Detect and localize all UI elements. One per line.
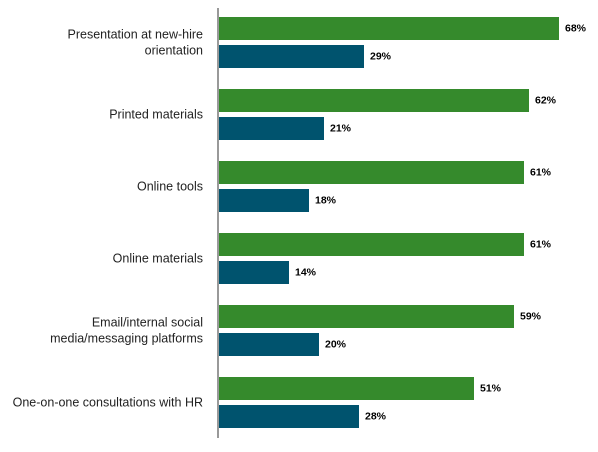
category-label-3: Online materials (113, 252, 203, 266)
category-label-5-line-0: One-on-one consultations with HR (13, 396, 203, 410)
bar-series-1-category-2 (219, 189, 309, 212)
category-label-1: Printed materials (109, 108, 203, 122)
category-label-4-line-0: Email/internal social (92, 316, 203, 330)
category-label-3-line-0: Online materials (113, 252, 203, 266)
bar-series-0-category-5 (219, 377, 474, 400)
bar-series-1-category-4 (219, 333, 319, 356)
value-label-series-0-category-1: 62% (535, 95, 557, 107)
category-label-0: Presentation at new-hire orientation (68, 28, 204, 58)
value-label-series-1-category-5: 28% (365, 411, 387, 423)
category-label-4-line-1: media/messaging platforms (50, 332, 203, 346)
value-labels-layer: 68% 29% 62% 21% 61% 18% 61% 14% 59% 20% 51% 28% (295, 23, 587, 423)
category-label-5: One-on-one consultations with HR (13, 396, 203, 410)
value-label-series-0-category-5: 51% (480, 383, 502, 395)
category-label-2: Online tools (137, 180, 203, 194)
bar-series-0-category-0 (219, 17, 559, 40)
bar-series-0-category-3 (219, 233, 524, 256)
value-label-series-1-category-1: 21% (330, 123, 352, 135)
value-label-series-0-category-3: 61% (530, 239, 552, 251)
value-label-series-1-category-2: 18% (315, 195, 337, 207)
category-labels-layer: Presentation at new-hire orientation Print… (13, 28, 203, 410)
bars-layer (219, 17, 559, 428)
bar-series-0-category-2 (219, 161, 524, 184)
value-label-series-0-category-2: 61% (530, 167, 552, 179)
category-label-4: Email/internal social media/messaging pla… (50, 316, 203, 346)
bar-series-1-category-0 (219, 45, 364, 68)
bar-series-1-category-5 (219, 405, 359, 428)
category-label-1-line-0: Printed materials (109, 108, 203, 122)
category-label-2-line-0: Online tools (137, 180, 203, 194)
bar-series-0-category-4 (219, 305, 514, 328)
bar-series-1-category-1 (219, 117, 324, 140)
value-label-series-1-category-3: 14% (295, 267, 317, 279)
category-label-0-line-0: Presentation at new-hire (68, 28, 204, 42)
value-label-series-0-category-4: 59% (520, 311, 542, 323)
bar-series-0-category-1 (219, 89, 529, 112)
bar-series-1-category-3 (219, 261, 289, 284)
value-label-series-1-category-4: 20% (325, 339, 347, 351)
value-label-series-1-category-0: 29% (370, 51, 392, 63)
value-label-series-0-category-0: 68% (565, 23, 587, 35)
category-label-0-line-1: orientation (145, 44, 203, 58)
